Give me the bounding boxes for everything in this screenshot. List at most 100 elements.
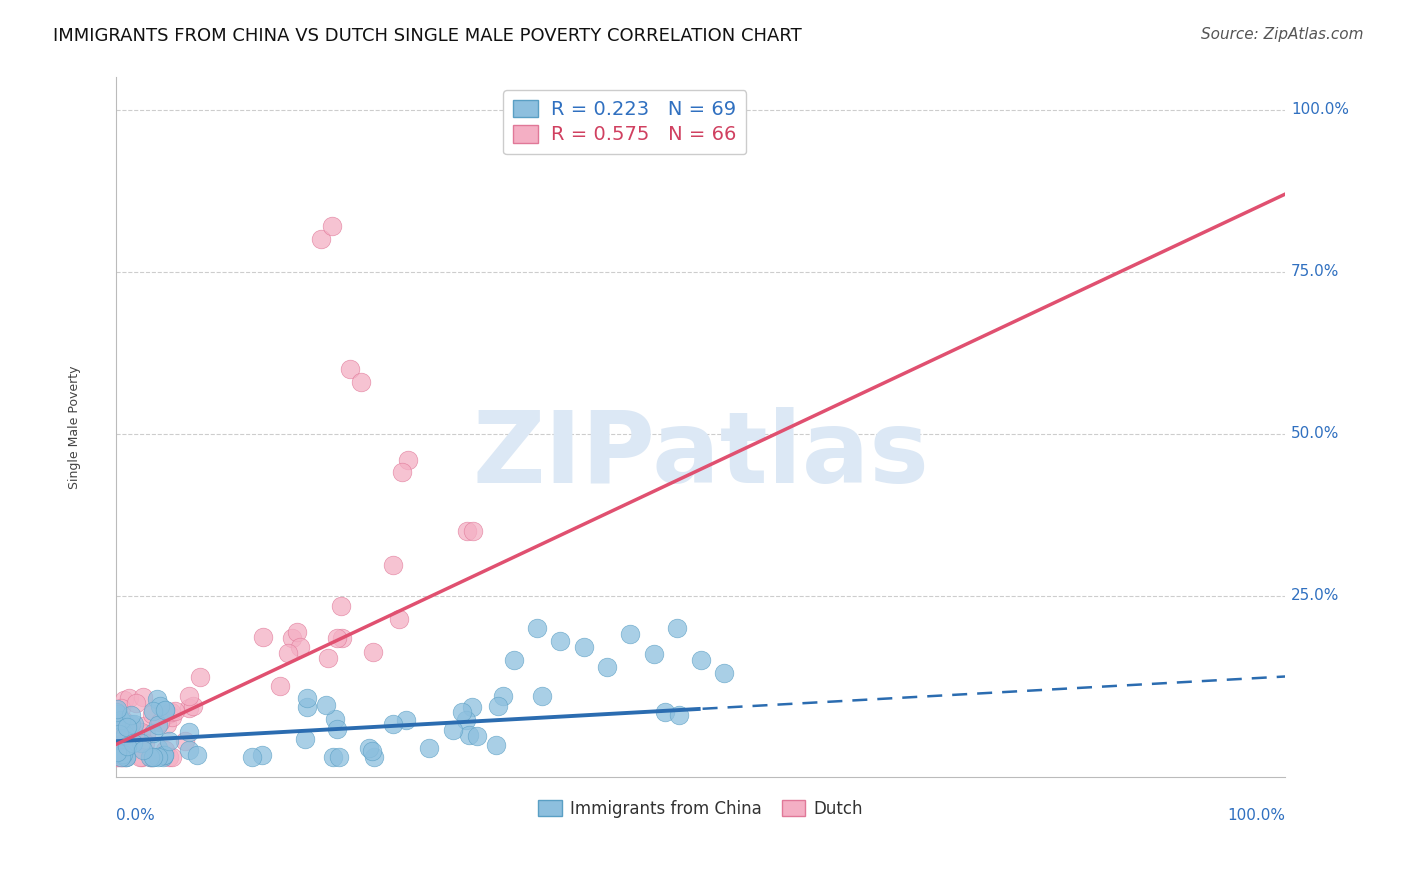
Point [153, 703, 176, 717]
Point [157, 750, 180, 764]
Point [115, 740, 138, 755]
Point [105, 735, 128, 749]
Point [141, 749, 163, 764]
Point [186, 748, 208, 763]
Point [110, 714, 132, 728]
Point [152, 748, 174, 763]
Point [132, 690, 155, 705]
Point [142, 750, 165, 764]
Point [441, 723, 464, 737]
Point [108, 727, 131, 741]
Point [107, 749, 129, 764]
Point [328, 750, 350, 764]
Text: Source: ZipAtlas.com: Source: ZipAtlas.com [1201, 27, 1364, 42]
Point [112, 718, 135, 732]
Point [120, 707, 142, 722]
Point [181, 698, 204, 713]
Point [114, 728, 136, 742]
Point [450, 706, 472, 720]
Point [135, 727, 157, 741]
Point [654, 705, 676, 719]
Point [115, 720, 138, 734]
Point [128, 750, 150, 764]
Point [316, 650, 339, 665]
Point [114, 750, 136, 764]
Point [110, 714, 132, 729]
Point [281, 632, 304, 646]
Point [129, 724, 152, 739]
Point [361, 645, 384, 659]
Point [129, 736, 152, 750]
Point [418, 740, 440, 755]
Text: 0.0%: 0.0% [115, 808, 155, 823]
Point [125, 728, 148, 742]
Point [619, 627, 641, 641]
Point [156, 707, 179, 722]
Point [115, 739, 138, 754]
Point [643, 647, 665, 661]
Point [295, 691, 318, 706]
Point [110, 748, 132, 763]
Text: 100.0%: 100.0% [1227, 808, 1285, 823]
Point [713, 666, 735, 681]
Point [112, 693, 135, 707]
Point [105, 739, 128, 753]
Point [132, 743, 155, 757]
Text: 75.0%: 75.0% [1291, 264, 1340, 279]
Text: Single Male Poverty: Single Male Poverty [69, 366, 82, 489]
Point [105, 712, 128, 726]
Point [146, 750, 169, 764]
Point [460, 700, 482, 714]
Point [321, 219, 343, 234]
Point [287, 625, 309, 640]
Point [486, 698, 509, 713]
Point [250, 747, 273, 762]
Text: 25.0%: 25.0% [1291, 588, 1340, 603]
Point [325, 631, 347, 645]
Point [132, 719, 155, 733]
Point [173, 734, 195, 748]
Point [110, 737, 132, 751]
Point [177, 725, 200, 739]
Point [388, 612, 411, 626]
Point [107, 706, 129, 721]
Point [323, 712, 346, 726]
Point [179, 690, 201, 704]
Point [149, 698, 172, 713]
Point [689, 653, 711, 667]
Point [269, 679, 291, 693]
Point [142, 704, 165, 718]
Point [118, 691, 141, 706]
Point [668, 708, 690, 723]
Text: ZIPatlas: ZIPatlas [472, 407, 929, 504]
Point [179, 743, 201, 757]
Point [357, 740, 380, 755]
Point [325, 722, 347, 736]
Point [382, 717, 405, 731]
Point [125, 696, 148, 710]
Point [148, 718, 170, 732]
Point [114, 750, 136, 764]
Point [142, 750, 165, 764]
Point [288, 640, 311, 654]
Point [322, 750, 344, 764]
Point [252, 630, 274, 644]
Point [111, 747, 134, 761]
Legend: Immigrants from China, Dutch: Immigrants from China, Dutch [531, 793, 869, 824]
Point [163, 704, 186, 718]
Point [105, 705, 128, 719]
Point [461, 524, 484, 538]
Point [112, 714, 135, 728]
Point [159, 705, 181, 719]
Point [396, 452, 419, 467]
Point [131, 750, 153, 764]
Point [596, 660, 619, 674]
Point [277, 646, 299, 660]
Point [107, 750, 129, 764]
Point [309, 232, 332, 246]
Point [458, 728, 481, 742]
Point [120, 717, 142, 731]
Point [502, 653, 524, 667]
Point [146, 740, 169, 755]
Point [295, 700, 318, 714]
